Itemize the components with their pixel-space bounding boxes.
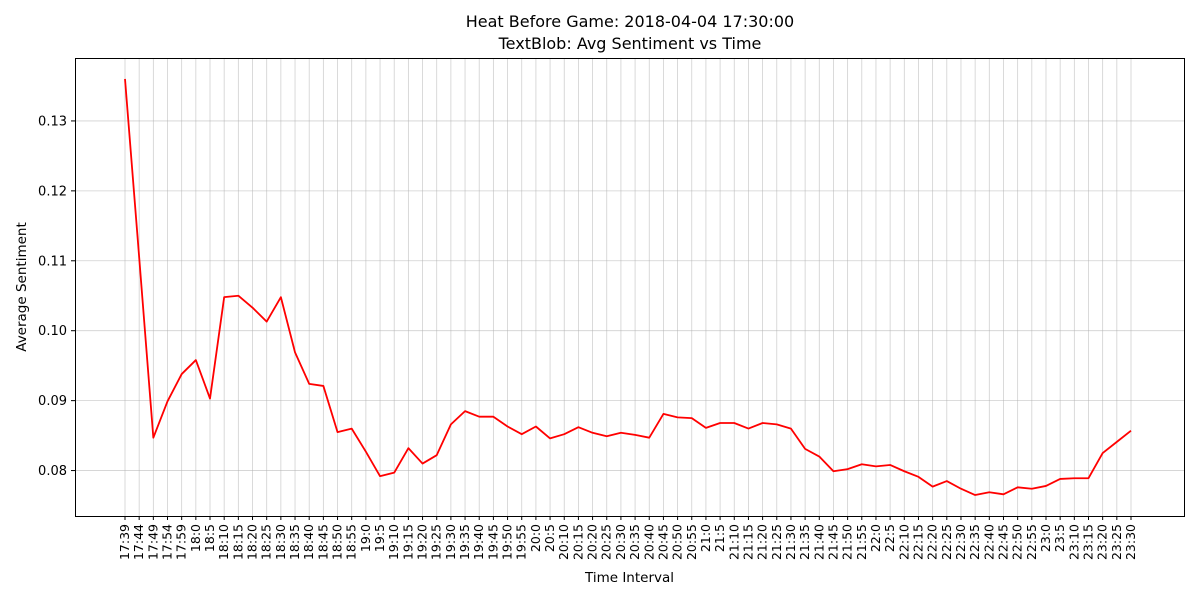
x-tick-label: 21:25 <box>769 524 784 560</box>
x-tick-label: 20:55 <box>684 524 699 560</box>
x-tick-label: 19:40 <box>471 524 486 560</box>
x-tick-label: 22:50 <box>1010 524 1025 560</box>
x-tick-label: 18:50 <box>330 524 345 560</box>
x-tick-label: 17:44 <box>131 524 146 560</box>
x-tick-label: 19:30 <box>443 524 458 560</box>
series-layer <box>124 78 1132 496</box>
x-tick-label: 22:45 <box>995 524 1010 560</box>
x-tick-label: 20:50 <box>670 524 685 560</box>
x-tick-label: 23:15 <box>1080 524 1095 560</box>
x-tick-label: 21:50 <box>840 524 855 560</box>
plot-frame <box>75 58 1185 517</box>
y-axis-label: Average Sentiment <box>14 222 30 352</box>
x-axis-label: Time Interval <box>584 570 674 586</box>
x-tick-label: 19:35 <box>457 524 472 560</box>
x-tick-label: 18:45 <box>315 524 330 560</box>
x-tick-label: 19:15 <box>400 524 415 560</box>
y-tick-label: 0.12 <box>38 184 67 199</box>
x-tick-label: 20:20 <box>585 524 600 560</box>
x-tick-label: 17:39 <box>117 524 132 560</box>
x-tick-label: 17:54 <box>160 524 175 560</box>
x-tick-label: 19:50 <box>500 524 515 560</box>
x-tick-label: 22:0 <box>868 524 883 552</box>
x-tick-label: 17:59 <box>174 524 189 560</box>
x-tick-label: 21:10 <box>726 524 741 560</box>
y-tick-label: 0.13 <box>38 114 67 129</box>
x-tick-label: 20:10 <box>556 524 571 560</box>
x-tick-label: 22:30 <box>953 524 968 560</box>
x-tick-label: 18:55 <box>344 524 359 560</box>
x-tick-label: 21:30 <box>783 524 798 560</box>
x-tick-label: 22:40 <box>981 524 996 560</box>
x-tick-label: 19:10 <box>386 524 401 560</box>
x-tick-label: 23:10 <box>1066 524 1081 560</box>
x-tick-label: 19:20 <box>415 524 430 560</box>
x-tick-label: 18:35 <box>287 524 302 560</box>
y-tick-label: 0.09 <box>38 394 67 409</box>
x-tick-label: 20:30 <box>613 524 628 560</box>
x-tick-label: 23:0 <box>1038 524 1053 552</box>
x-tick-label: 18:20 <box>245 524 260 560</box>
x-tick-label: 18:15 <box>230 524 245 560</box>
x-tick-label: 21:55 <box>854 524 869 560</box>
x-tick-label: 22:20 <box>925 524 940 560</box>
x-tick-label: 23:20 <box>1095 524 1110 560</box>
x-tick-label: 22:10 <box>896 524 911 560</box>
x-tick-label: 22:55 <box>1024 524 1039 560</box>
axes: 17:39 17:44 17:49 17:54 17:59 18:0 18:5 18:10 18… <box>14 114 1138 586</box>
x-tick-label: 21:15 <box>740 524 755 560</box>
x-tick-label: 21:5 <box>712 524 727 552</box>
x-tick-label: 20:40 <box>641 524 656 560</box>
x-tick-label: 21:45 <box>825 524 840 560</box>
y-tick-label: 0.08 <box>38 464 67 479</box>
chart-title: Heat Before Game: 2018-04-04 17:30:00 <box>465 12 795 31</box>
x-tick-label: 19:0 <box>358 524 373 552</box>
series-line <box>124 78 1132 496</box>
x-tick-label: 23:5 <box>1052 524 1067 552</box>
x-tick-label: 18:25 <box>259 524 274 560</box>
x-tick-label: 18:5 <box>202 524 217 552</box>
x-tick-label: 18:30 <box>273 524 288 560</box>
x-tick-label: 20:25 <box>599 524 614 560</box>
x-tick-label: 18:40 <box>301 524 316 560</box>
x-tick-label: 20:5 <box>542 524 557 552</box>
x-tick-label: 20:35 <box>627 524 642 560</box>
x-tick-label: 22:25 <box>939 524 954 560</box>
x-tick-label: 23:30 <box>1123 524 1138 560</box>
x-tick-label: 22:5 <box>882 524 897 552</box>
x-tick-label: 18:0 <box>188 524 203 552</box>
x-tick-label: 21:0 <box>698 524 713 552</box>
y-tick-label: 0.10 <box>38 324 67 339</box>
x-tick-label: 23:25 <box>1109 524 1124 560</box>
chart-subtitle: TextBlob: Avg Sentiment vs Time <box>498 34 762 53</box>
y-tick-label: 0.11 <box>38 254 67 269</box>
grid <box>75 58 1184 516</box>
x-tick-label: 21:20 <box>755 524 770 560</box>
x-tick-label: 19:45 <box>485 524 500 560</box>
x-tick-label: 20:45 <box>655 524 670 560</box>
x-tick-label: 22:35 <box>967 524 982 560</box>
x-tick-label: 19:5 <box>372 524 387 552</box>
x-tick-label: 19:25 <box>429 524 444 560</box>
x-tick-label: 20:15 <box>570 524 585 560</box>
x-tick-label: 18:10 <box>216 524 231 560</box>
x-tick-label: 20:0 <box>528 524 543 552</box>
x-tick-label: 21:40 <box>811 524 826 560</box>
x-tick-label: 22:15 <box>910 524 925 560</box>
x-tick-label: 21:35 <box>797 524 812 560</box>
x-tick-label: 19:55 <box>514 524 529 560</box>
x-tick-label: 17:49 <box>145 524 160 560</box>
